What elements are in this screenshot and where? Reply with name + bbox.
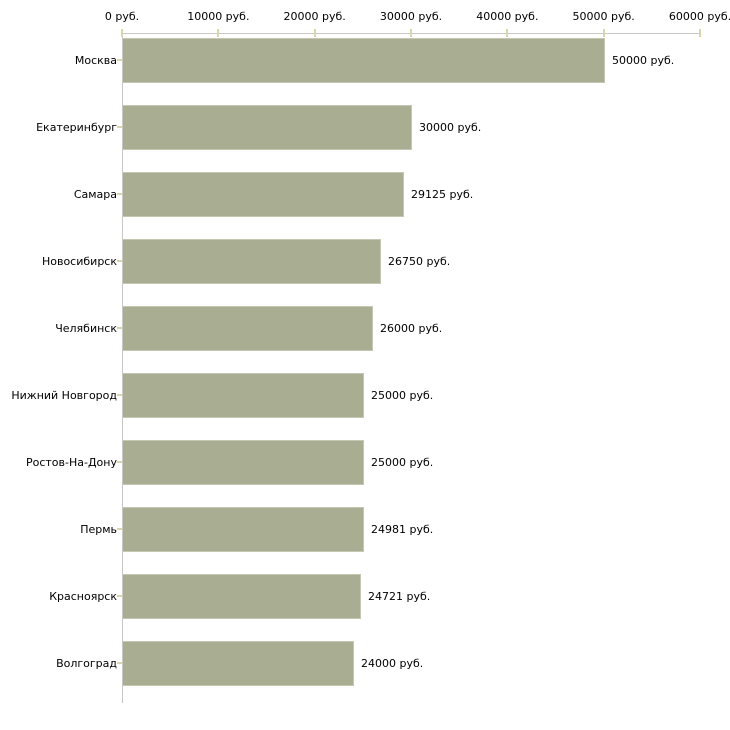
y-axis-line [122,33,123,703]
value-label: 24981 руб. [371,523,434,536]
category-label: Ростов-На-Дону [25,456,117,469]
category-label: Новосибирск [41,255,117,268]
category-label: Красноярск [49,590,117,603]
category-label: Самара [73,188,117,201]
bar [123,440,364,485]
category-tick-mark [117,528,122,530]
value-label: 30000 руб. [419,121,482,134]
x-axis-tick-mark [410,29,412,37]
value-label: 24000 руб. [361,657,424,670]
category-tick-mark [117,59,122,61]
bar [123,641,354,686]
category-tick-mark [117,662,122,664]
category-tick-mark [117,260,122,262]
category-label: Москва [74,54,117,67]
bar [123,38,605,83]
category-tick-mark [117,126,122,128]
category-tick-mark [117,595,122,597]
category-tick-mark [117,461,122,463]
category-label: Пермь [80,523,117,536]
x-axis-tick-label: 10000 руб. [187,10,250,23]
x-axis-tick-mark [699,29,701,37]
value-label: 26000 руб. [380,322,443,335]
x-axis-tick-label: 60000 руб. [668,10,730,23]
x-axis-tick-mark [121,29,123,37]
x-axis-tick-mark [602,29,605,37]
bar [123,105,412,150]
x-axis-tick-label: 40000 руб. [476,10,539,23]
bar [123,373,364,418]
bar [123,172,404,217]
category-tick-mark [117,193,122,195]
bar [123,507,364,552]
x-axis-tick-mark [313,29,316,37]
bar [123,239,381,284]
value-label: 50000 руб. [612,54,675,67]
x-axis-tick-label: 50000 руб. [572,10,635,23]
category-tick-mark [117,327,122,329]
category-label: Нижний Новгород [11,389,117,402]
value-label: 25000 руб. [371,389,434,402]
value-label: 25000 руб. [371,456,434,469]
x-axis-tick-mark [506,29,509,37]
bar [123,306,373,351]
category-label: Челябинск [55,322,117,335]
x-axis-tick-mark [217,29,220,37]
x-axis-tick-label: 0 руб. [104,10,140,23]
value-label: 26750 руб. [388,255,451,268]
value-label: 29125 руб. [411,188,474,201]
bar [123,574,361,619]
value-label: 24721 руб. [368,590,431,603]
category-label: Волгоград [56,657,117,670]
category-label: Екатеринбург [36,121,117,134]
category-tick-mark [117,394,122,396]
x-axis-tick-label: 30000 руб. [379,10,443,23]
x-axis-tick-label: 20000 руб. [283,10,346,23]
